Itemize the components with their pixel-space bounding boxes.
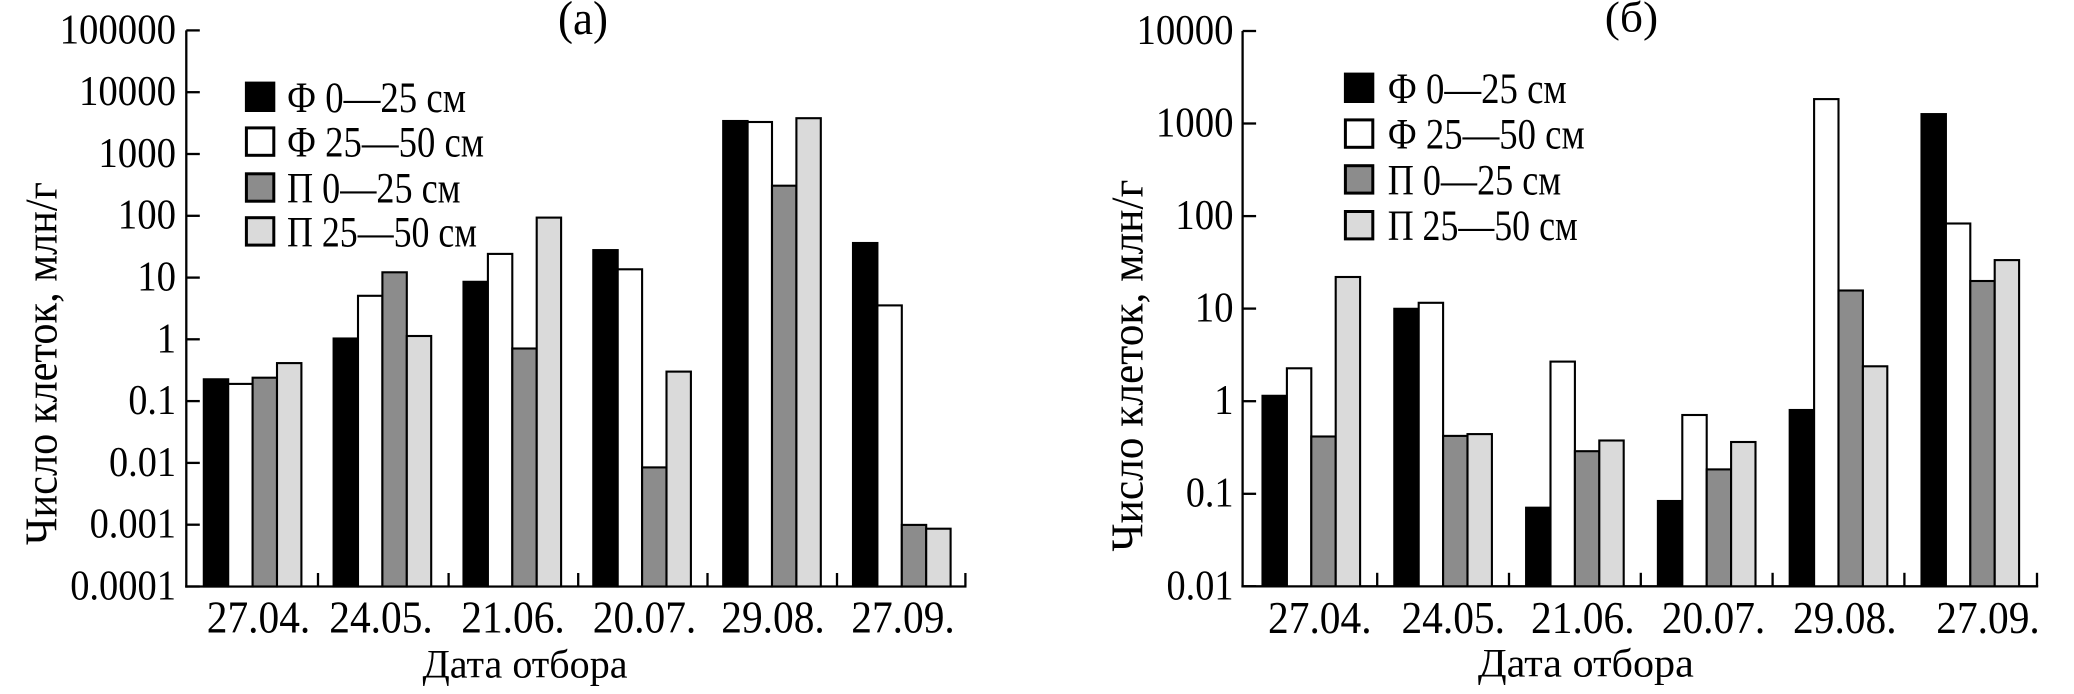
svg-text:29.08.: 29.08. xyxy=(721,591,825,642)
svg-text:Ф 0—25 см: Ф 0—25 см xyxy=(1388,66,1567,113)
svg-text:20.07.: 20.07. xyxy=(1662,592,1766,643)
svg-text:Дата отбора: Дата отбора xyxy=(423,642,628,687)
svg-text:21.06.: 21.06. xyxy=(461,591,565,642)
svg-text:П 25—50 см: П 25—50 см xyxy=(287,209,477,256)
svg-text:П 0—25 см: П 0—25 см xyxy=(287,166,461,213)
svg-text:Ф 0—25 см: Ф 0—25 см xyxy=(287,75,466,122)
svg-text:10000: 10000 xyxy=(79,68,176,115)
svg-text:10000: 10000 xyxy=(1137,7,1234,54)
svg-text:1: 1 xyxy=(1214,377,1233,424)
svg-text:100000: 100000 xyxy=(60,6,176,53)
svg-text:10: 10 xyxy=(1195,285,1234,332)
svg-text:20.07.: 20.07. xyxy=(593,591,697,642)
svg-text:Дата отбора: Дата отбора xyxy=(1478,641,1694,686)
svg-text:(а): (а) xyxy=(558,0,608,45)
svg-text:24.05.: 24.05. xyxy=(329,591,433,642)
svg-text:Число клеток, млн/г: Число клеток, млн/г xyxy=(1103,180,1153,552)
svg-text:Число клеток, млн/г: Число клеток, млн/г xyxy=(17,182,67,545)
svg-text:1: 1 xyxy=(157,315,176,362)
svg-text:10: 10 xyxy=(137,254,176,301)
svg-text:27.04.: 27.04. xyxy=(1268,592,1372,643)
svg-text:0.1: 0.1 xyxy=(1186,470,1234,517)
svg-text:0.01: 0.01 xyxy=(1167,562,1234,609)
svg-text:24.05.: 24.05. xyxy=(1401,592,1505,643)
svg-text:100: 100 xyxy=(1175,192,1233,239)
svg-text:П 0—25 см: П 0—25 см xyxy=(1388,157,1562,204)
svg-text:1000: 1000 xyxy=(98,130,176,177)
svg-text:100: 100 xyxy=(118,192,176,239)
svg-text:0.1: 0.1 xyxy=(128,377,176,424)
svg-text:21.06.: 21.06. xyxy=(1531,592,1635,643)
svg-text:27.04.: 27.04. xyxy=(207,591,311,642)
svg-text:27.09.: 27.09. xyxy=(1936,592,2040,643)
svg-text:0.0001: 0.0001 xyxy=(70,563,176,610)
svg-text:Ф 25—50 см: Ф 25—50 см xyxy=(1388,112,1585,159)
svg-text:(б): (б) xyxy=(1605,0,1658,42)
svg-text:29.08.: 29.08. xyxy=(1793,592,1897,643)
svg-text:П 25—50 см: П 25—50 см xyxy=(1388,203,1578,250)
svg-text:0.01: 0.01 xyxy=(109,439,176,486)
svg-text:27.09.: 27.09. xyxy=(851,591,955,642)
svg-text:1000: 1000 xyxy=(1156,100,1234,147)
svg-text:0.001: 0.001 xyxy=(90,501,176,548)
svg-text:Ф 25—50 см: Ф 25—50 см xyxy=(287,120,484,167)
